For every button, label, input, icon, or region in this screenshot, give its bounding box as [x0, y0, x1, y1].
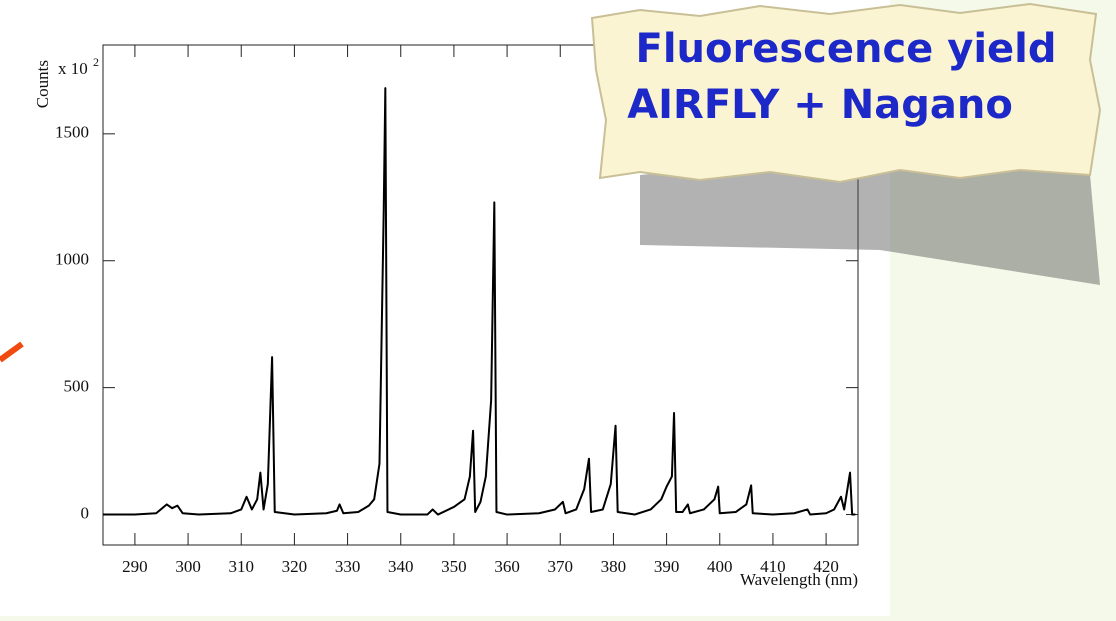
- callout-paper: [590, 2, 1102, 184]
- y-tick-label: 1500: [55, 123, 89, 142]
- y-multiplier-exponent: 2: [93, 55, 99, 69]
- x-tick-label: 310: [228, 557, 254, 576]
- y-tick-label: 1000: [55, 250, 89, 269]
- plot-frame: [102, 44, 859, 546]
- title-line: AIRFLY + Nagano: [627, 82, 1013, 128]
- x-tick-label: 290: [122, 557, 148, 576]
- callout-shadow: [640, 150, 1100, 285]
- x-tick-label: 410: [760, 557, 786, 576]
- x-tick-label: 370: [548, 557, 574, 576]
- y-tick-label: 500: [64, 377, 90, 396]
- title-line: Fluorescence yield: [636, 26, 1057, 72]
- x-axis-label: Wavelength (nm): [740, 570, 858, 589]
- x-tick-label: 330: [335, 557, 361, 576]
- spectrum-line: [103, 87, 856, 516]
- x-tick-label: 320: [282, 557, 308, 576]
- x-tick-label: 420: [813, 557, 839, 576]
- y-tick-label: 0: [81, 503, 90, 522]
- decoration: [0, 341, 24, 363]
- x-tick-label: 380: [601, 557, 627, 576]
- title-callout: Fluorescence yield AIRFLY + Nagano: [590, 2, 1102, 285]
- x-tick-label: 350: [441, 557, 467, 576]
- x-tick-label: 390: [654, 557, 680, 576]
- y-axis-label: Counts: [33, 60, 52, 108]
- y-multiplier: x 10: [58, 59, 88, 78]
- x-tick-label: 300: [175, 557, 201, 576]
- x-tick-label: 360: [494, 557, 520, 576]
- x-tick-label: 400: [707, 557, 733, 576]
- x-tick-label: 340: [388, 557, 414, 576]
